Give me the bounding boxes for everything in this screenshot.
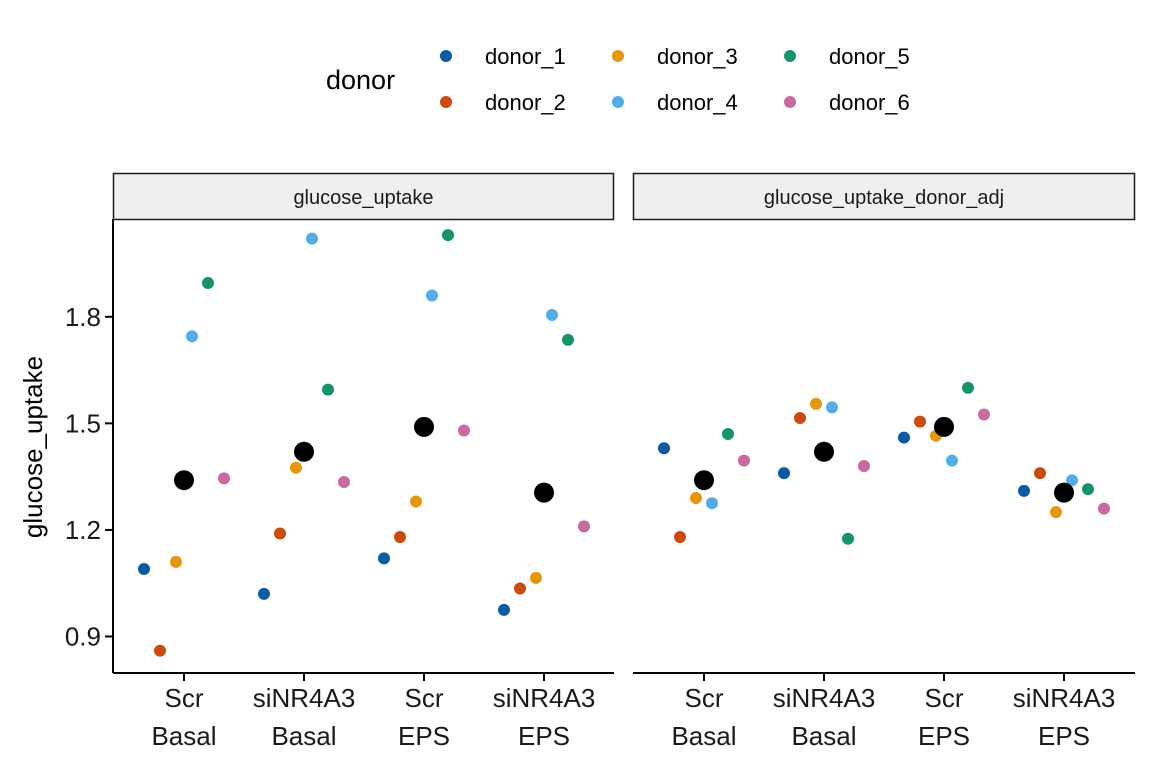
legend-key-donor_4 [612,96,624,108]
point-donor_1 [898,431,910,444]
point-donor_3 [170,555,182,568]
point-donor_2 [394,531,406,544]
point-donor_1 [138,562,150,575]
x-tick-label: Scr [685,683,724,713]
mean-point [174,470,194,491]
point-donor_4 [706,497,718,510]
point-donor_2 [274,527,286,540]
x-tick-label: Basal [151,721,216,751]
point-donor_4 [946,454,958,467]
point-donor_4 [1066,474,1078,487]
mean-point [934,416,954,437]
point-donor_5 [322,383,334,396]
y-tick-label: 1.8 [65,302,101,332]
point-donor_3 [410,495,422,508]
legend-label-donor_2: donor_2 [485,90,566,115]
x-tick-label: Scr [925,683,964,713]
mean-point [534,482,554,503]
legend: donor donor_1 donor_2 donor_3 donor_4 donor_… [326,44,910,115]
x-tick-label: EPS [918,721,970,751]
y-axis-title: glucose_uptake [18,356,48,538]
point-donor_5 [202,277,214,290]
x-tick-label: siNR4A3 [493,683,596,713]
point-donor_4 [426,289,438,302]
y-tick-label: 0.9 [65,621,101,651]
point-donor_5 [842,532,854,545]
legend-key-donor_3 [612,50,624,62]
point-donor_1 [1018,484,1030,497]
point-donor_1 [378,552,390,565]
point-donor_2 [1034,467,1046,480]
legend-key-donor_5 [784,50,796,62]
panels: glucose_uptake Scr Basal siNR4A3 Basal Scr EPS… [65,172,1136,751]
legend-label-donor_5: donor_5 [829,44,910,69]
x-tick-label: Basal [791,721,856,751]
point-donor_5 [962,381,974,394]
legend-label-donor_1: donor_1 [485,44,566,69]
legend-key-donor_6 [784,96,796,108]
x-tick-label: siNR4A3 [773,683,876,713]
point-donor_3 [1050,506,1062,519]
x-tick-label: EPS [1038,721,1090,751]
x-tick-label: siNR4A3 [1013,683,1116,713]
point-donor_4 [826,401,838,414]
panel-1: glucose_uptake Scr Basal siNR4A3 Basal Scr EPS… [65,172,615,751]
y-tick-label: 1.5 [65,408,101,438]
point-donor_6 [1098,502,1110,515]
x-tick-label: Basal [671,721,736,751]
point-donor_3 [530,571,542,584]
legend-label-donor_4: donor_4 [657,90,738,115]
x-tick-label: EPS [518,721,570,751]
point-donor_6 [858,459,870,472]
legend-title: donor [326,65,395,95]
panel-title: glucose_uptake_donor_adj [764,187,1004,209]
point-donor_6 [578,520,590,533]
point-donor_5 [722,428,734,441]
legend-label-donor_3: donor_3 [657,44,738,69]
point-donor_6 [978,408,990,421]
panel-strip [112,172,615,221]
point-donor_1 [498,603,510,616]
point-donor_3 [690,491,702,504]
legend-key-donor_2 [440,96,452,108]
point-donor_4 [306,232,318,245]
point-donor_4 [546,309,558,322]
panel-title: glucose_uptake [293,187,433,209]
point-donor_2 [674,531,686,544]
point-donor_6 [738,454,750,467]
point-donor_6 [458,424,470,437]
x-tick-label: siNR4A3 [253,683,356,713]
point-donor_2 [514,582,526,595]
point-donor_2 [794,412,806,425]
point-donor_6 [218,472,230,485]
point-donor_2 [914,415,926,428]
x-tick-label: Scr [165,683,204,713]
point-donor_5 [442,229,454,242]
y-tick-label: 1.2 [65,515,101,545]
legend-label-donor_6: donor_6 [829,90,910,115]
mean-point [814,441,834,462]
point-donor_4 [186,330,198,343]
x-tick-label: Scr [405,683,444,713]
x-tick-label: EPS [398,721,450,751]
panel-strip [632,172,1136,221]
point-donor_3 [290,461,302,474]
point-donor_1 [258,587,270,600]
point-donor_5 [562,333,574,346]
point-donor_3 [810,397,822,410]
mean-point [294,441,314,462]
point-donor_6 [338,475,350,488]
point-donor_2 [154,644,166,657]
mean-point [694,470,714,491]
x-tick-label: Basal [271,721,336,751]
point-donor_1 [658,442,670,455]
legend-key-donor_1 [440,50,452,62]
panel-2: glucose_uptake_donor_adj Scr Basal siNR4A3 B… [632,172,1136,751]
point-donor_5 [1082,483,1094,496]
point-donor_1 [778,467,790,480]
mean-point [1054,482,1074,503]
mean-point [414,416,434,437]
